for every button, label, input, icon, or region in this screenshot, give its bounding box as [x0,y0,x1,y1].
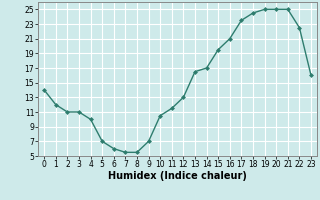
X-axis label: Humidex (Indice chaleur): Humidex (Indice chaleur) [108,171,247,181]
